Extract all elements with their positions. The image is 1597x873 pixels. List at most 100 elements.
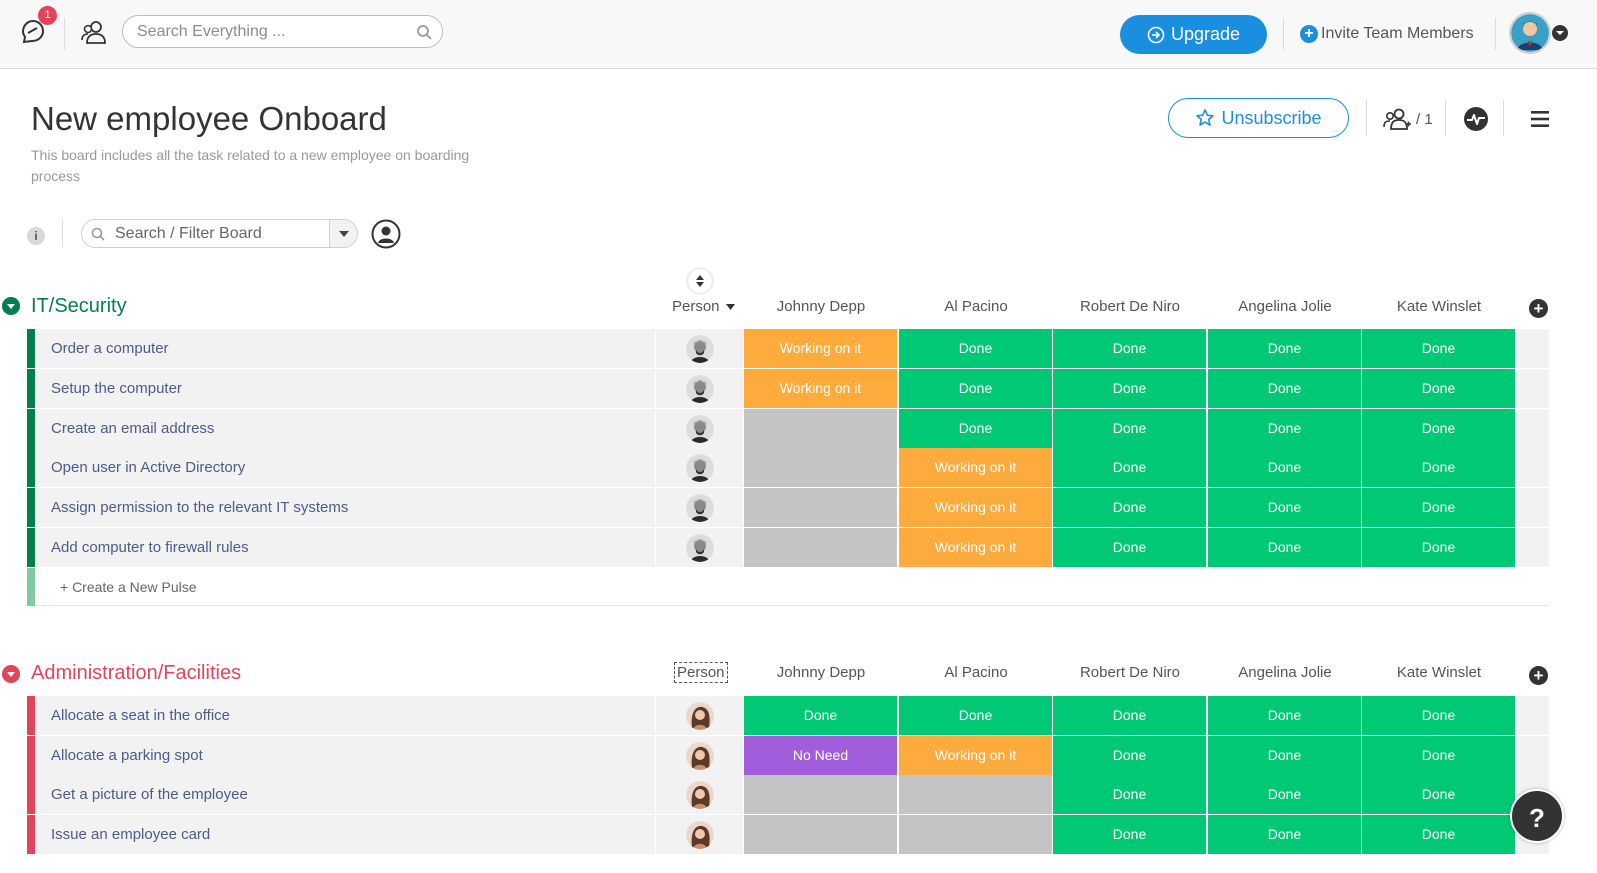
pulse-name[interactable]: Get a picture of the employee xyxy=(35,775,655,815)
status-cell[interactable]: Done xyxy=(1053,408,1206,448)
status-cell[interactable] xyxy=(744,814,897,854)
person-cell[interactable] xyxy=(656,368,743,408)
status-cell[interactable]: Working on it xyxy=(899,528,1052,567)
status-cell[interactable]: Done xyxy=(1208,408,1361,448)
chevron-down-icon[interactable] xyxy=(329,220,357,247)
person-cell[interactable] xyxy=(656,528,743,567)
status-cell[interactable] xyxy=(744,775,897,815)
people-icon[interactable] xyxy=(80,18,108,46)
status-cell[interactable]: Done xyxy=(1208,528,1361,567)
chevron-down-icon[interactable] xyxy=(1552,25,1568,41)
status-cell[interactable] xyxy=(744,528,897,567)
table-row[interactable]: Issue an employee card Done Done Done xyxy=(27,814,1549,854)
table-row[interactable]: Allocate a seat in the office Done Done Don… xyxy=(27,696,1549,735)
table-row[interactable]: Create an email address Done Done Done Done xyxy=(27,408,1549,448)
upgrade-button[interactable]: Upgrade xyxy=(1120,15,1267,54)
person-column-header[interactable]: Person xyxy=(674,662,728,683)
status-cell[interactable]: Done xyxy=(1208,329,1361,368)
pulse-name[interactable]: Add computer to firewall rules xyxy=(35,528,655,567)
status-cell[interactable]: Done xyxy=(1208,735,1361,775)
table-row[interactable]: Allocate a parking spot No Need Working on… xyxy=(27,735,1549,775)
column-header[interactable]: Johnny Depp xyxy=(776,664,866,681)
unsubscribe-button[interactable]: Unsubscribe xyxy=(1168,98,1349,138)
table-row[interactable]: Add computer to firewall rules Working on… xyxy=(27,528,1549,567)
create-new-pulse[interactable]: + Create a New Pulse xyxy=(27,568,1549,606)
status-cell[interactable]: Done xyxy=(1362,488,1515,528)
person-cell[interactable] xyxy=(656,775,743,815)
pulse-name[interactable]: Assign permission to the relevant IT sys… xyxy=(35,488,655,528)
person-cell[interactable] xyxy=(656,408,743,448)
status-cell[interactable]: Done xyxy=(899,329,1052,368)
group-title[interactable]: Administration/Facilities xyxy=(31,662,242,684)
status-cell[interactable] xyxy=(744,488,897,528)
column-header[interactable]: Kate Winslet xyxy=(1396,664,1482,681)
status-cell[interactable]: Done xyxy=(1362,775,1515,815)
add-column-icon[interactable]: + xyxy=(1529,299,1548,318)
status-cell[interactable]: Done xyxy=(1208,488,1361,528)
activity-icon[interactable] xyxy=(1463,106,1489,132)
status-cell[interactable]: Done xyxy=(1362,408,1515,448)
global-search[interactable] xyxy=(122,15,443,48)
group-collapse-icon[interactable] xyxy=(2,297,20,315)
person-cell[interactable] xyxy=(656,488,743,528)
status-cell[interactable]: Done xyxy=(1053,448,1206,488)
status-cell[interactable]: Done xyxy=(899,696,1052,735)
status-cell[interactable]: Done xyxy=(1208,448,1361,488)
status-cell[interactable]: Done xyxy=(1362,528,1515,567)
board-filter-input[interactable] xyxy=(115,224,325,244)
help-button[interactable]: ? xyxy=(1510,789,1564,843)
status-cell[interactable]: Done xyxy=(1362,329,1515,368)
status-cell[interactable]: Done xyxy=(1208,368,1361,408)
status-cell[interactable]: Done xyxy=(1362,814,1515,854)
status-cell[interactable]: Done xyxy=(1053,368,1206,408)
status-cell[interactable]: Done xyxy=(1053,814,1206,854)
board-subscribers[interactable]: / 1 xyxy=(1382,106,1433,132)
status-cell[interactable] xyxy=(899,814,1052,854)
person-column-header[interactable]: Person xyxy=(672,298,735,315)
board-title[interactable]: New employee Onboard xyxy=(31,100,387,137)
user-avatar[interactable] xyxy=(1509,12,1551,54)
notifications-icon[interactable] xyxy=(18,16,48,46)
group-title[interactable]: IT/Security xyxy=(31,295,127,317)
pulse-name[interactable]: Issue an employee card xyxy=(35,814,655,854)
person-cell[interactable] xyxy=(656,735,743,775)
status-cell[interactable]: Done xyxy=(1053,696,1206,735)
status-cell[interactable]: Done xyxy=(1053,329,1206,368)
invite-team-members-link[interactable]: + Invite Team Members xyxy=(1300,22,1474,46)
sort-icon[interactable] xyxy=(688,269,712,293)
status-cell[interactable] xyxy=(899,775,1052,815)
status-cell[interactable]: Done xyxy=(1362,448,1515,488)
table-row[interactable]: Order a computer Working on it Done Done Don… xyxy=(27,329,1549,368)
status-cell[interactable]: Working on it xyxy=(899,735,1052,775)
status-cell[interactable]: Done xyxy=(1053,735,1206,775)
status-cell[interactable]: Done xyxy=(1208,696,1361,735)
status-cell[interactable]: Done xyxy=(899,368,1052,408)
table-row[interactable]: Assign permission to the relevant IT sys… xyxy=(27,488,1549,528)
pulse-name[interactable]: Create an email address xyxy=(35,408,655,448)
status-cell[interactable] xyxy=(744,448,897,488)
column-header[interactable]: Angelina Jolie xyxy=(1238,664,1332,681)
status-cell[interactable]: Done xyxy=(744,696,897,735)
column-header[interactable]: Al Pacino xyxy=(944,664,1008,681)
status-cell[interactable] xyxy=(744,408,897,448)
pulse-name[interactable]: Allocate a seat in the office xyxy=(35,696,655,735)
status-cell[interactable]: Done xyxy=(1053,775,1206,815)
pulse-name[interactable]: Setup the computer xyxy=(35,368,655,408)
status-cell[interactable]: Done xyxy=(1362,696,1515,735)
person-cell[interactable] xyxy=(656,814,743,854)
status-cell[interactable]: Working on it xyxy=(744,368,897,408)
column-header[interactable]: Kate Winslet xyxy=(1396,298,1482,315)
status-cell[interactable]: Working on it xyxy=(744,329,897,368)
column-header[interactable]: Johnny Depp xyxy=(776,298,866,315)
table-row[interactable]: Setup the computer Working on it Done Done D… xyxy=(27,368,1549,408)
status-cell[interactable]: Working on it xyxy=(899,488,1052,528)
table-row[interactable]: Get a picture of the employee Done Done Don… xyxy=(27,775,1549,815)
hamburger-menu-icon[interactable] xyxy=(1530,109,1550,129)
person-cell[interactable] xyxy=(656,696,743,735)
pulse-name[interactable]: Allocate a parking spot xyxy=(35,735,655,775)
board-info-toggle[interactable]: i xyxy=(27,227,45,245)
status-cell[interactable]: No Need xyxy=(744,735,897,775)
status-cell[interactable]: Working on it xyxy=(899,448,1052,488)
person-filter-icon[interactable] xyxy=(371,219,401,249)
person-cell[interactable] xyxy=(656,329,743,368)
